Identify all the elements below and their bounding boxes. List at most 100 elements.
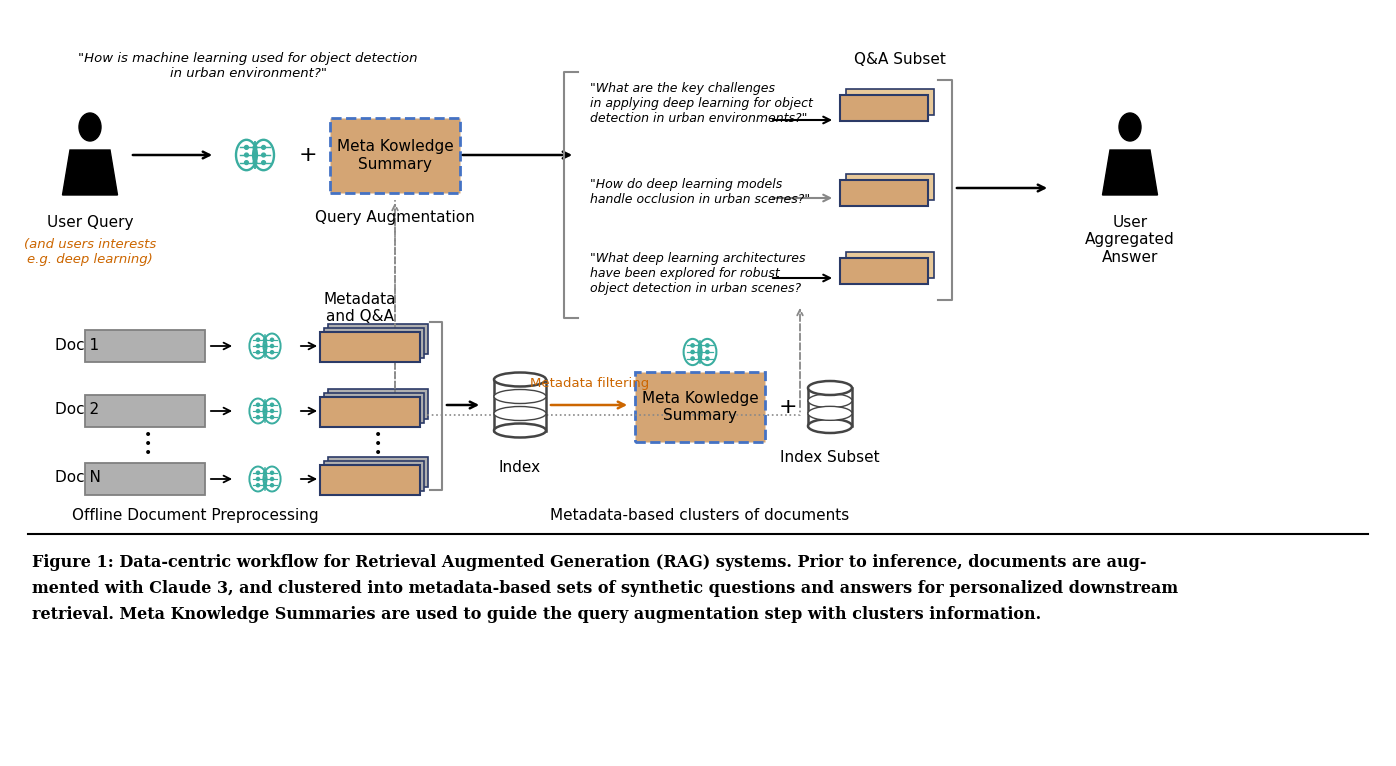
Text: Metadata-based clusters of documents: Metadata-based clusters of documents [550,508,850,523]
Bar [846,89,934,115]
Text: •: • [144,437,152,451]
Text: •: • [374,428,383,442]
Text: Doc 2: Doc 2 [54,402,99,417]
Bar [329,118,461,193]
Ellipse shape [808,381,852,395]
Text: User Query: User Query [46,215,133,230]
Circle shape [264,351,267,354]
Bar [324,328,424,358]
Circle shape [698,350,702,354]
Bar [324,393,424,423]
Ellipse shape [494,372,546,387]
Circle shape [271,471,274,474]
Circle shape [257,410,260,413]
Text: •: • [374,437,383,451]
Ellipse shape [494,424,546,437]
Text: mented with Claude 3, and clustered into metadata-based sets of synthetic questi: mented with Claude 3, and clustered into… [32,580,1178,597]
Circle shape [691,350,694,354]
Circle shape [691,357,694,360]
Circle shape [271,345,274,348]
Circle shape [257,483,260,487]
Circle shape [244,146,248,149]
Circle shape [271,477,274,480]
Circle shape [271,483,274,487]
Text: Index Subset: Index Subset [780,450,879,465]
Text: Metadata
and Q&A: Metadata and Q&A [324,292,396,324]
Circle shape [264,471,267,474]
Text: "What are the key challenges
in applying deep learning for object
detection in u: "What are the key challenges in applying… [591,82,812,125]
Ellipse shape [808,394,852,408]
Circle shape [264,416,267,419]
Circle shape [257,471,260,474]
Text: User
Aggregated
Answer: User Aggregated Answer [1085,215,1175,265]
Bar [320,465,420,495]
Ellipse shape [494,407,546,421]
Circle shape [257,351,260,354]
Text: •: • [374,446,383,460]
Text: retrieval. Meta Knowledge Summaries are used to guide the query augmentation ste: retrieval. Meta Knowledge Summaries are … [32,606,1041,623]
Bar [846,174,934,200]
Text: e.g. deep learning): e.g. deep learning) [27,253,154,266]
Circle shape [261,161,265,165]
Text: Metadata filtering: Metadata filtering [530,377,649,390]
Bar [808,388,852,426]
Circle shape [264,477,267,480]
Circle shape [253,146,257,149]
Bar [320,397,420,427]
Circle shape [706,344,709,347]
Text: +: + [299,145,317,165]
Circle shape [271,339,274,342]
Text: •: • [144,428,152,442]
Text: "What deep learning architectures
have been explored for robust
object detection: "What deep learning architectures have b… [591,252,805,295]
Circle shape [264,403,267,406]
Text: (and users interests: (and users interests [24,238,156,251]
Bar [494,379,546,430]
Ellipse shape [808,419,852,433]
Text: Doc N: Doc N [54,470,101,486]
Circle shape [261,153,265,157]
Text: Index: Index [498,460,542,475]
Circle shape [706,357,709,360]
Bar [635,372,765,442]
Circle shape [698,344,702,347]
Ellipse shape [1120,113,1141,141]
Circle shape [244,153,248,157]
Circle shape [264,410,267,413]
Bar [846,252,934,278]
Text: +: + [779,397,797,417]
Text: "How do deep learning models
handle occlusion in urban scenes?": "How do deep learning models handle occl… [591,178,810,206]
Bar [328,324,429,354]
Circle shape [253,153,257,157]
Bar [324,461,424,491]
Circle shape [264,339,267,342]
Text: "How is machine learning used for object detection
in urban environment?": "How is machine learning used for object… [78,52,417,80]
Text: Meta Kowledge
Summary: Meta Kowledge Summary [336,139,454,172]
Bar [85,395,205,427]
Circle shape [271,416,274,419]
Text: Query Augmentation: Query Augmentation [315,210,475,225]
Circle shape [253,161,257,165]
Bar [840,95,928,121]
Circle shape [271,351,274,354]
Bar [85,330,205,362]
Bar [328,457,429,487]
Ellipse shape [808,406,852,421]
Circle shape [271,403,274,406]
Circle shape [257,416,260,419]
Text: Offline Document Preprocessing: Offline Document Preprocessing [71,508,318,523]
Circle shape [257,339,260,342]
Circle shape [271,410,274,413]
Ellipse shape [80,113,101,141]
PathPatch shape [63,150,117,195]
Bar [840,180,928,206]
Circle shape [257,477,260,480]
Text: Figure 1: Data-centric workflow for Retrieval Augmented Generation (RAG) systems: Figure 1: Data-centric workflow for Retr… [32,554,1146,571]
Bar [85,463,205,495]
Circle shape [257,403,260,406]
PathPatch shape [1103,150,1157,195]
Bar [840,258,928,284]
Circle shape [698,357,702,360]
Bar [320,332,420,362]
Circle shape [691,344,694,347]
Ellipse shape [494,389,546,404]
